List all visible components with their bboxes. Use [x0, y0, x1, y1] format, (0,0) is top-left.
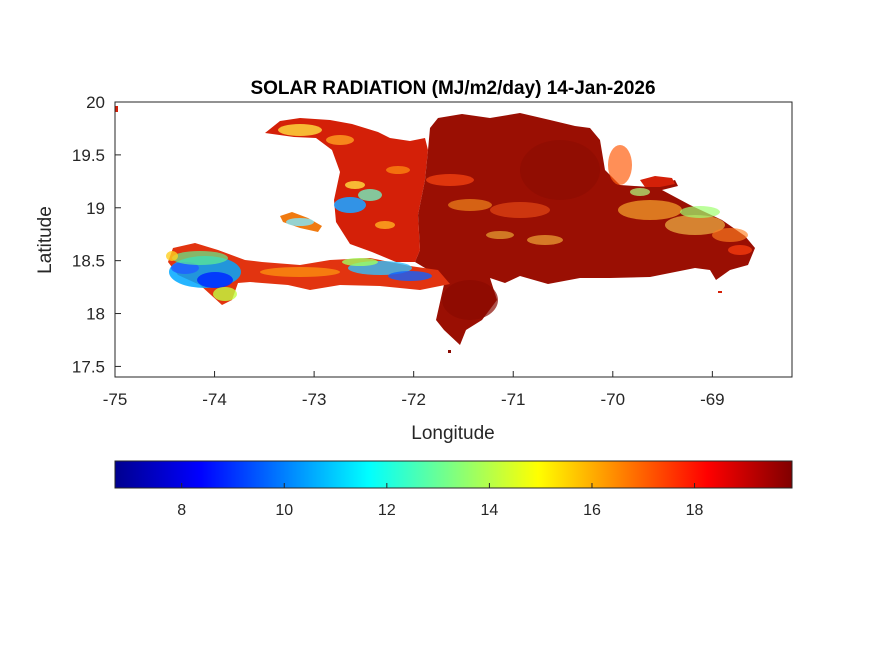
x-tick-label: -69: [700, 390, 725, 409]
x-axis-label: Longitude: [411, 423, 494, 444]
x-tick-label: -72: [401, 390, 426, 409]
northwest-speck: [115, 106, 118, 112]
dominican-republic-landmass: [415, 113, 755, 345]
x-tick-label: -74: [202, 390, 227, 409]
y-axis: 17.5 18 18.5 19 19.5 20: [72, 93, 121, 376]
y-tick-label: 18.5: [72, 252, 105, 271]
colorbar-ticks: 8 10 12 14 16 18: [177, 483, 704, 519]
saona-island: [640, 176, 675, 187]
colorbar-tick-label: 16: [583, 502, 601, 519]
colorbar-tick-label: 18: [686, 502, 704, 519]
y-tick-label: 19.5: [72, 146, 105, 165]
x-tick-label: -70: [601, 390, 626, 409]
y-axis-label: Latitude: [35, 206, 56, 274]
colorbar-tick-label: 10: [275, 502, 293, 519]
y-tick-label: 18: [86, 305, 105, 324]
east-speck: [718, 291, 722, 293]
chart-title: SOLAR RADIATION (MJ/m2/day) 14-Jan-2026: [250, 78, 655, 99]
beata-speck: [448, 350, 451, 353]
x-tick-label: -71: [501, 390, 526, 409]
y-tick-label: 19: [86, 199, 105, 218]
y-tick-label: 20: [86, 93, 105, 112]
y-tick-label: 17.5: [72, 357, 105, 376]
colorbar-tick-label: 8: [177, 502, 186, 519]
colorbar-tick-label: 12: [378, 502, 396, 519]
x-tick-label: -75: [103, 390, 128, 409]
x-axis: -75 -74 -73 -72 -71 -70 -69: [103, 371, 725, 409]
map-layer: [115, 106, 755, 353]
plot-frame: [114, 101, 793, 378]
radiation-patches: [166, 124, 752, 320]
x-tick-label: -73: [302, 390, 327, 409]
colorbar-tick-label: 14: [481, 502, 499, 519]
colorbar: [114, 460, 793, 489]
